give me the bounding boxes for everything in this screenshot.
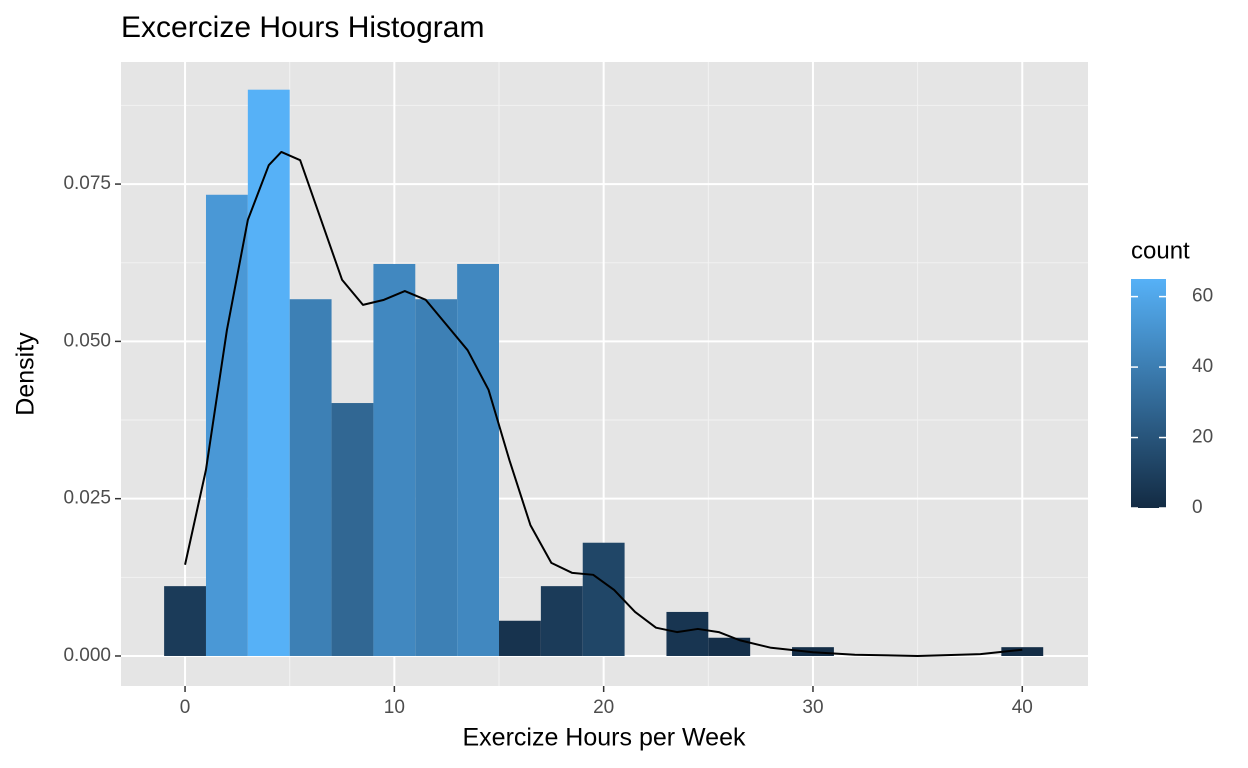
bar <box>540 586 583 656</box>
colorbar-label: 0 <box>1192 497 1203 518</box>
bar <box>708 637 751 656</box>
bar <box>331 403 374 656</box>
bar <box>499 620 541 656</box>
x-tick-label: 20 <box>593 697 614 718</box>
colorbar-label: 20 <box>1192 427 1213 448</box>
bar <box>373 263 416 656</box>
density-curve <box>184 150 1023 657</box>
x-tick-label: 30 <box>802 697 823 718</box>
y-tick-label: 0.000 <box>63 645 111 666</box>
bar <box>164 586 206 656</box>
y-tick-label: 0.050 <box>63 330 111 351</box>
bar <box>457 263 500 656</box>
y-tick-label: 0.025 <box>63 488 111 509</box>
y-axis-label: Density <box>12 332 40 416</box>
x-tick-label: 10 <box>384 697 405 718</box>
x-tick-label: 40 <box>1012 697 1033 718</box>
bar <box>289 299 332 656</box>
bar <box>582 542 625 656</box>
colorbar <box>1131 279 1166 508</box>
chart-title: Excercize Hours Histogram <box>121 11 484 44</box>
bar <box>666 611 709 656</box>
x-axis-label: Exercize Hours per Week <box>463 724 746 752</box>
legend-title: count <box>1131 237 1190 264</box>
colorbar-label: 40 <box>1192 356 1213 377</box>
colorbar-label: 60 <box>1192 286 1213 307</box>
bar <box>247 89 290 656</box>
x-tick-label: 0 <box>180 697 191 718</box>
y-tick-label: 0.075 <box>63 173 111 194</box>
bar <box>1001 647 1044 656</box>
bar <box>415 299 458 656</box>
